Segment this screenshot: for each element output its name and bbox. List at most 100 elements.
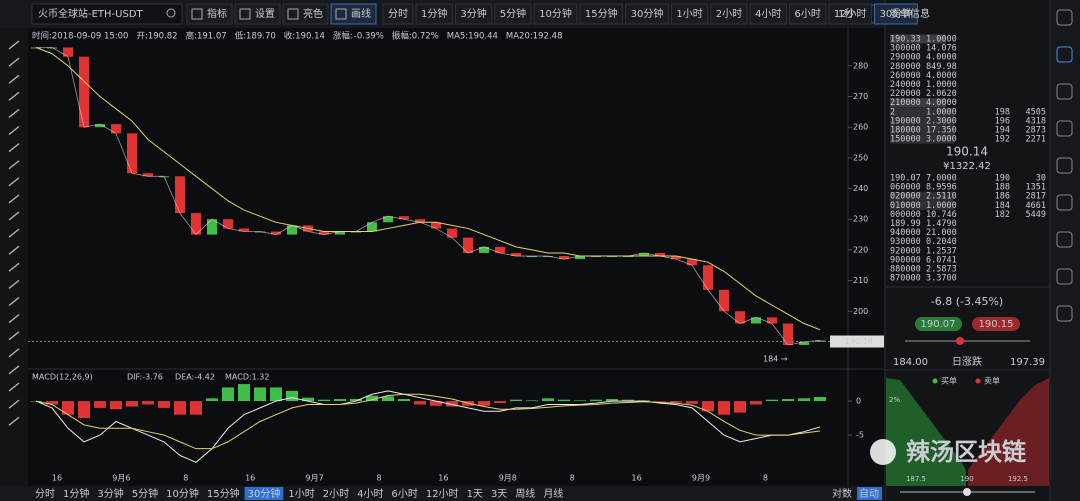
info-item: MA5:190.44 bbox=[447, 32, 498, 42]
tool-icon[interactable] bbox=[8, 74, 20, 84]
period-button-frame[interactable] bbox=[749, 3, 787, 25]
tool-icon[interactable] bbox=[8, 245, 20, 255]
legend-dot bbox=[932, 378, 938, 384]
tool-icon[interactable] bbox=[8, 279, 20, 289]
macd-bar bbox=[542, 398, 554, 402]
low-marker: 184 → bbox=[763, 355, 788, 364]
period-button-frame[interactable] bbox=[382, 3, 414, 25]
period-button-frame[interactable] bbox=[625, 3, 669, 25]
tool-icon[interactable] bbox=[8, 399, 20, 409]
bottom-period[interactable]: 6小时 bbox=[391, 488, 417, 500]
period-button-frame[interactable] bbox=[670, 3, 709, 25]
bottom-period[interactable]: 分时 bbox=[35, 488, 55, 500]
x-tick-label: 8 bbox=[570, 474, 575, 483]
tool-button: 指标 bbox=[207, 7, 227, 20]
book-cell: 190000 bbox=[890, 116, 921, 126]
period-button-frame[interactable] bbox=[710, 3, 748, 25]
period-button-frame[interactable] bbox=[874, 3, 918, 25]
ask-button[interactable] bbox=[972, 317, 1020, 331]
nav-icon[interactable] bbox=[1056, 157, 1073, 174]
tool-icon[interactable] bbox=[8, 108, 20, 118]
tool-icon[interactable] bbox=[8, 314, 20, 324]
tool-icon[interactable] bbox=[8, 160, 20, 170]
macd-bar bbox=[670, 401, 682, 403]
macd-bar bbox=[382, 396, 394, 402]
macd-bar bbox=[606, 399, 618, 402]
tool-icon[interactable] bbox=[8, 348, 20, 358]
candle bbox=[671, 256, 681, 260]
macd-bar bbox=[62, 401, 74, 415]
tool-column bbox=[0, 28, 28, 486]
period-button: 4小时 bbox=[755, 8, 781, 20]
tool-icon[interactable] bbox=[8, 91, 20, 101]
x-tick-label: 16 bbox=[632, 474, 642, 483]
bottom-period[interactable]: 月线 bbox=[543, 487, 563, 500]
tool-icon[interactable] bbox=[8, 194, 20, 204]
dif-label: DIF:-3.76 bbox=[127, 373, 163, 382]
macd-bar bbox=[206, 398, 218, 402]
tool-icon[interactable] bbox=[8, 331, 20, 341]
candle bbox=[47, 47, 57, 49]
book-cell: 2817 bbox=[1026, 192, 1046, 202]
tool-icon[interactable] bbox=[8, 40, 20, 50]
bottom-period[interactable]: 3天 bbox=[491, 489, 507, 500]
nav-icon[interactable] bbox=[1056, 231, 1073, 248]
row-highlight bbox=[890, 191, 954, 201]
macd-bar bbox=[702, 401, 714, 412]
book-cell: 900000 bbox=[890, 255, 921, 265]
period-button-frame[interactable] bbox=[788, 3, 827, 25]
nav-icon[interactable] bbox=[1056, 305, 1073, 322]
bottom-period[interactable]: 3分钟 bbox=[97, 487, 123, 500]
bid-button[interactable] bbox=[915, 317, 962, 331]
nav-icon[interactable] bbox=[1056, 194, 1073, 211]
tool-icon[interactable] bbox=[8, 57, 20, 67]
tool-icon[interactable] bbox=[8, 228, 20, 238]
slider-knob[interactable] bbox=[963, 488, 971, 496]
nav-icon[interactable] bbox=[1056, 9, 1073, 26]
tool-button: 亮色 bbox=[303, 7, 323, 20]
candle bbox=[335, 231, 345, 235]
nav-icon[interactable] bbox=[1056, 46, 1073, 63]
bottom-period[interactable]: 1小时 bbox=[288, 488, 314, 500]
bottom-period[interactable]: 1分钟 bbox=[63, 487, 89, 500]
nav-icon[interactable] bbox=[1056, 268, 1073, 285]
period-button-frame[interactable] bbox=[828, 3, 873, 25]
bottom-period[interactable]: 4小时 bbox=[357, 488, 383, 500]
bottom-period[interactable]: 5分钟 bbox=[132, 487, 158, 500]
period-button-frame[interactable] bbox=[415, 3, 453, 25]
bottom-period[interactable]: 周线 bbox=[515, 487, 535, 500]
bottom-period[interactable]: 1天 bbox=[467, 489, 483, 500]
book-cell: 4.0000 bbox=[926, 53, 957, 63]
tool-icon[interactable] bbox=[8, 177, 20, 187]
active-toggle[interactable] bbox=[857, 487, 882, 500]
bottom-period[interactable]: 10分钟 bbox=[166, 487, 199, 500]
period-button-frame[interactable] bbox=[533, 3, 578, 25]
book-cell: 7.0000 bbox=[926, 174, 957, 184]
tool-icon[interactable] bbox=[8, 416, 20, 426]
period-button-frame[interactable] bbox=[494, 3, 532, 25]
bottom-period[interactable]: 30分钟 bbox=[248, 487, 281, 500]
book-cell: 940000 bbox=[890, 228, 921, 238]
symbol-box[interactable] bbox=[31, 3, 183, 25]
nav-icon[interactable] bbox=[1056, 83, 1073, 100]
tool-icon[interactable] bbox=[8, 143, 20, 153]
bottom-period[interactable]: 12小时 bbox=[426, 488, 459, 500]
period-button: 分时 bbox=[388, 8, 408, 20]
tool-icon[interactable] bbox=[8, 262, 20, 272]
info-item: 涨幅: bbox=[333, 31, 353, 42]
bottom-period[interactable]: 15分钟 bbox=[207, 487, 240, 500]
bottom-period[interactable]: 2小时 bbox=[323, 488, 349, 500]
tool-icon[interactable] bbox=[8, 382, 20, 392]
tool-icon[interactable] bbox=[8, 211, 20, 221]
tool-icon[interactable] bbox=[8, 365, 20, 375]
tool-icon[interactable] bbox=[8, 125, 20, 136]
tool-icon[interactable] bbox=[8, 296, 20, 307]
candle bbox=[319, 231, 329, 235]
icon-column bbox=[1050, 0, 1080, 501]
period-button-frame[interactable] bbox=[454, 3, 493, 25]
y-tick-label: 260 bbox=[853, 123, 868, 132]
period-button-frame[interactable] bbox=[579, 3, 624, 25]
candle bbox=[543, 256, 553, 258]
nav-icon[interactable] bbox=[1056, 120, 1073, 137]
